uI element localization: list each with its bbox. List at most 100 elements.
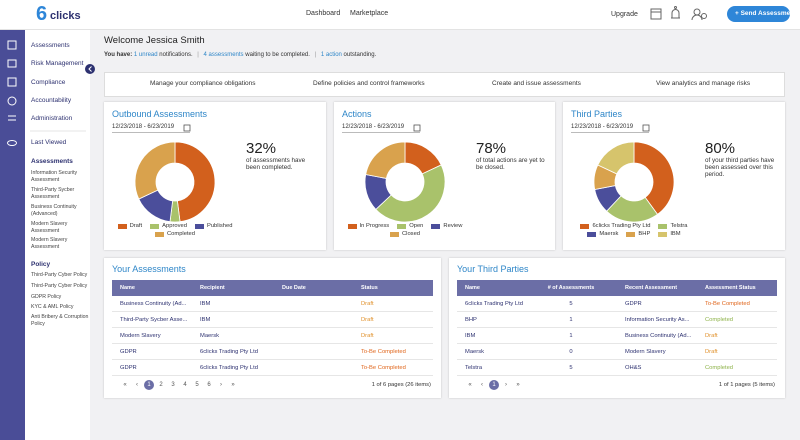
link[interactable]: 1 action — [320, 52, 342, 58]
table-cell: 6clicks Trading Pty Ltd — [200, 365, 258, 371]
table-cell[interactable]: Business Continuity (Ad... — [120, 301, 187, 307]
last-viewed: Last Viewed — [31, 139, 67, 146]
table-cell: 0 — [569, 349, 573, 355]
page-link[interactable]: « — [468, 382, 472, 388]
recent-item[interactable]: Third-Party Cyber Policy — [31, 283, 88, 289]
status-cell: To-Be Completed — [705, 301, 750, 307]
menu-item[interactable]: Accountability — [31, 97, 72, 104]
page-link[interactable]: 3 — [171, 382, 175, 388]
date-range[interactable]: 12/23/2018 - 6/23/2019 — [571, 124, 649, 133]
side-panel — [25, 30, 90, 440]
page-current[interactable]: 1 — [489, 380, 499, 390]
welcome-title: Welcome Jessica Smith — [104, 35, 205, 46]
actions-bar — [104, 72, 785, 97]
action-link[interactable]: Create and issue assessments — [492, 80, 581, 87]
prefix: You have: — [104, 52, 133, 58]
legend-swatch — [397, 223, 407, 229]
table-cell[interactable]: IBM — [465, 333, 476, 339]
page-summary: 1 of 1 pages (5 items) — [718, 382, 775, 388]
table-cell: IBM — [200, 317, 211, 323]
calendar-icon — [642, 124, 650, 132]
column-header: Assessment Status — [705, 285, 756, 291]
legend-swatch — [658, 231, 668, 237]
legend-label: IBM — [670, 231, 681, 237]
table-cell: 1 — [569, 317, 573, 323]
action-link[interactable]: Define policies and control frameworks — [313, 80, 425, 87]
recent-item[interactable]: Business Continuity (Advanced) — [31, 204, 77, 217]
status-cell: Draft — [705, 333, 718, 339]
table-header — [112, 280, 433, 296]
menu-item[interactable]: Assessments — [31, 42, 70, 49]
table-cell[interactable]: Maersk — [465, 349, 485, 355]
legend: 6clicks Trading Pty Ltd Telstra Maersk BHP I… — [569, 223, 699, 237]
page-current[interactable]: 1 — [144, 380, 154, 390]
recent-item[interactable]: Anti Bribery & Corruption Policy — [31, 314, 89, 327]
menu-item[interactable]: Risk Management — [31, 60, 84, 67]
table-cell[interactable]: Modern Slavery — [120, 333, 161, 339]
table-cell[interactable]: Telstra — [465, 365, 483, 371]
table-cell[interactable]: 6clicks Trading Pty Ltd — [465, 301, 523, 307]
page-link[interactable]: « — [123, 382, 127, 388]
link[interactable]: 4 assessments — [203, 52, 244, 58]
table-cell[interactable]: GDPR — [120, 365, 137, 371]
table-cell[interactable]: Third-Party Sycber Asse... — [120, 317, 188, 323]
legend-item: In Progress — [347, 223, 389, 229]
page-link[interactable]: » — [231, 382, 235, 388]
recent-item[interactable]: Modern Slavery Assessment — [31, 221, 68, 234]
send-button[interactable] — [727, 6, 790, 22]
legend-swatch — [154, 231, 164, 237]
percent: 80% — [705, 140, 736, 157]
card-title: Third Parties — [571, 109, 623, 119]
legend: Draft Approved Published Completed — [110, 223, 240, 237]
page-link[interactable]: 2 — [159, 382, 163, 388]
recent-item[interactable]: GDPR Policy — [31, 294, 62, 300]
logo-mark: 6 — [36, 3, 48, 25]
collapse-button[interactable] — [85, 64, 95, 74]
table-cell: 5 — [569, 365, 573, 371]
nav-link[interactable]: Marketplace — [350, 10, 389, 17]
page-link[interactable]: 6 — [207, 382, 211, 388]
legend-swatch — [389, 231, 399, 237]
action-link[interactable]: Manage your compliance obligations — [150, 80, 256, 87]
table-cell[interactable]: GDPR — [120, 349, 137, 355]
table-card: Your Assessments Name Recipient Due Date Sta… — [104, 258, 441, 398]
recent-item[interactable]: Third-Party Cyber Policy — [31, 272, 88, 278]
column-header: Due Date — [282, 285, 306, 291]
table-row — [457, 344, 777, 360]
nav-link[interactable]: Dashboard — [306, 10, 341, 17]
donut-segment — [597, 141, 635, 175]
donut — [134, 124, 216, 223]
donut-segment — [365, 141, 406, 179]
link[interactable]: 1 unread — [133, 52, 158, 58]
menu-item[interactable]: Administration — [31, 115, 73, 122]
menu-item[interactable]: Compliance — [31, 79, 66, 86]
status-cell: To-Be Completed — [361, 349, 406, 355]
column-header: # of Assessments — [547, 285, 595, 291]
upgrade-link[interactable]: Upgrade — [611, 11, 638, 18]
table-cell: 1 — [569, 333, 573, 339]
page-link[interactable]: › — [505, 382, 507, 388]
page-link[interactable]: ‹ — [481, 382, 483, 388]
page-link[interactable]: 5 — [195, 382, 199, 388]
send-button-label[interactable]: + Send Assessment — [735, 10, 797, 17]
action-link[interactable]: View analytics and manage risks — [656, 80, 751, 87]
page-link[interactable]: 4 — [183, 382, 187, 388]
date-range[interactable]: 12/23/2018 - 6/23/2019 — [342, 124, 420, 133]
column-header: Recent Assessment — [625, 285, 678, 291]
legend: In Progress Open Review Closed — [340, 223, 470, 237]
caption: of total actions are yet to be closed. — [476, 157, 545, 171]
legend-swatch — [194, 223, 204, 229]
page-link[interactable]: » — [516, 382, 520, 388]
page-link[interactable]: ‹ — [136, 382, 138, 388]
recent-item[interactable]: Modern Slavery Assessment — [31, 237, 68, 250]
date-range[interactable]: 12/23/2018 - 6/23/2019 — [112, 124, 190, 133]
text: outstanding. — [343, 52, 377, 58]
table-title: Your Third Parties — [457, 264, 529, 274]
table-cell[interactable]: BHP — [465, 317, 477, 323]
top-bar — [0, 0, 800, 30]
page-link[interactable]: › — [220, 382, 222, 388]
recent-item[interactable]: Third-Party Sycber Assessment — [31, 187, 75, 200]
recent-item[interactable]: Information Security Assessment — [31, 170, 78, 183]
recent-item[interactable]: KYC & AML Policy — [31, 304, 74, 310]
